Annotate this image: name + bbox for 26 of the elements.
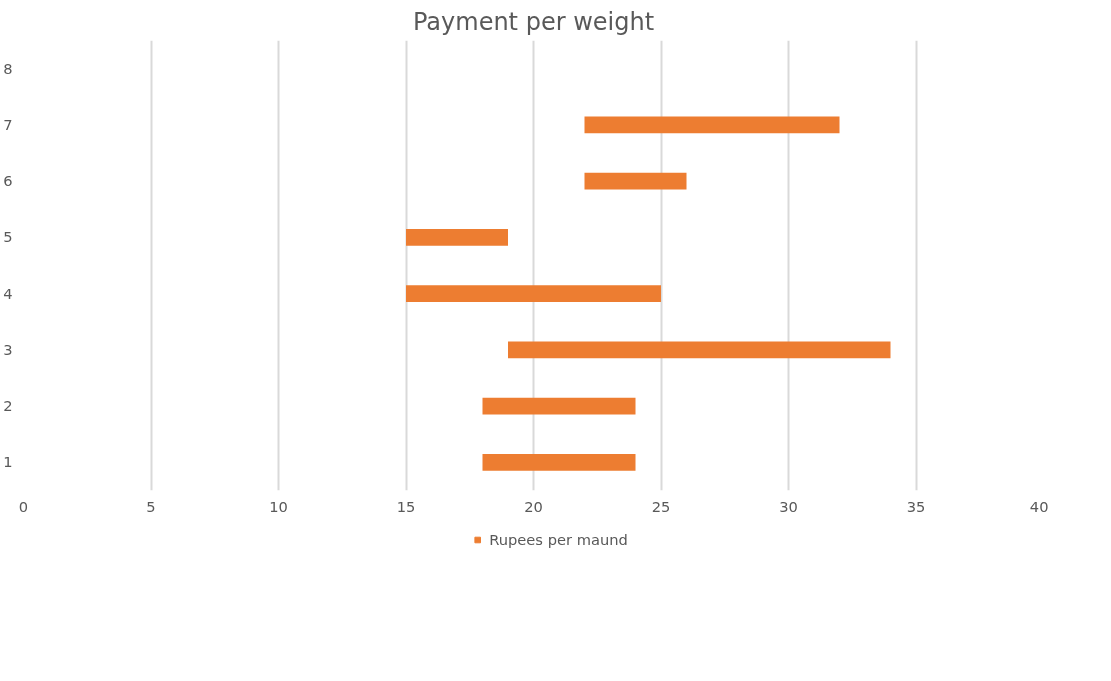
- bar: [406, 228, 508, 246]
- x-tick-label: 10: [269, 497, 288, 515]
- y-tick-label: 5: [3, 228, 13, 246]
- x-tick-label: 5: [146, 497, 156, 515]
- x-tick-label: 15: [396, 497, 416, 515]
- bar: [584, 116, 840, 134]
- x-tick-label: 40: [1029, 497, 1049, 515]
- x-tick-label: 35: [906, 497, 926, 515]
- x-tick-label: 30: [779, 497, 798, 515]
- legend-label: Rupees per maund: [489, 530, 628, 548]
- x-tick-label: 0: [18, 497, 29, 515]
- x-tick-label: 25: [651, 497, 671, 515]
- bar: [406, 285, 661, 303]
- x-tick-label: 20: [524, 497, 543, 515]
- y-tick-label: 3: [3, 340, 13, 358]
- y-tick-label: 2: [3, 397, 13, 415]
- chart-title: Payment per weight: [412, 7, 655, 36]
- y-tick-label: 4: [3, 284, 13, 302]
- bar: [482, 453, 636, 471]
- y-tick-label: 6: [3, 172, 13, 190]
- bar: [584, 172, 687, 190]
- bar: [508, 341, 891, 359]
- y-tick-label: 7: [3, 115, 13, 133]
- bar: [482, 397, 636, 415]
- y-tick-label: 1: [3, 453, 13, 471]
- y-tick-label: 8: [3, 59, 13, 77]
